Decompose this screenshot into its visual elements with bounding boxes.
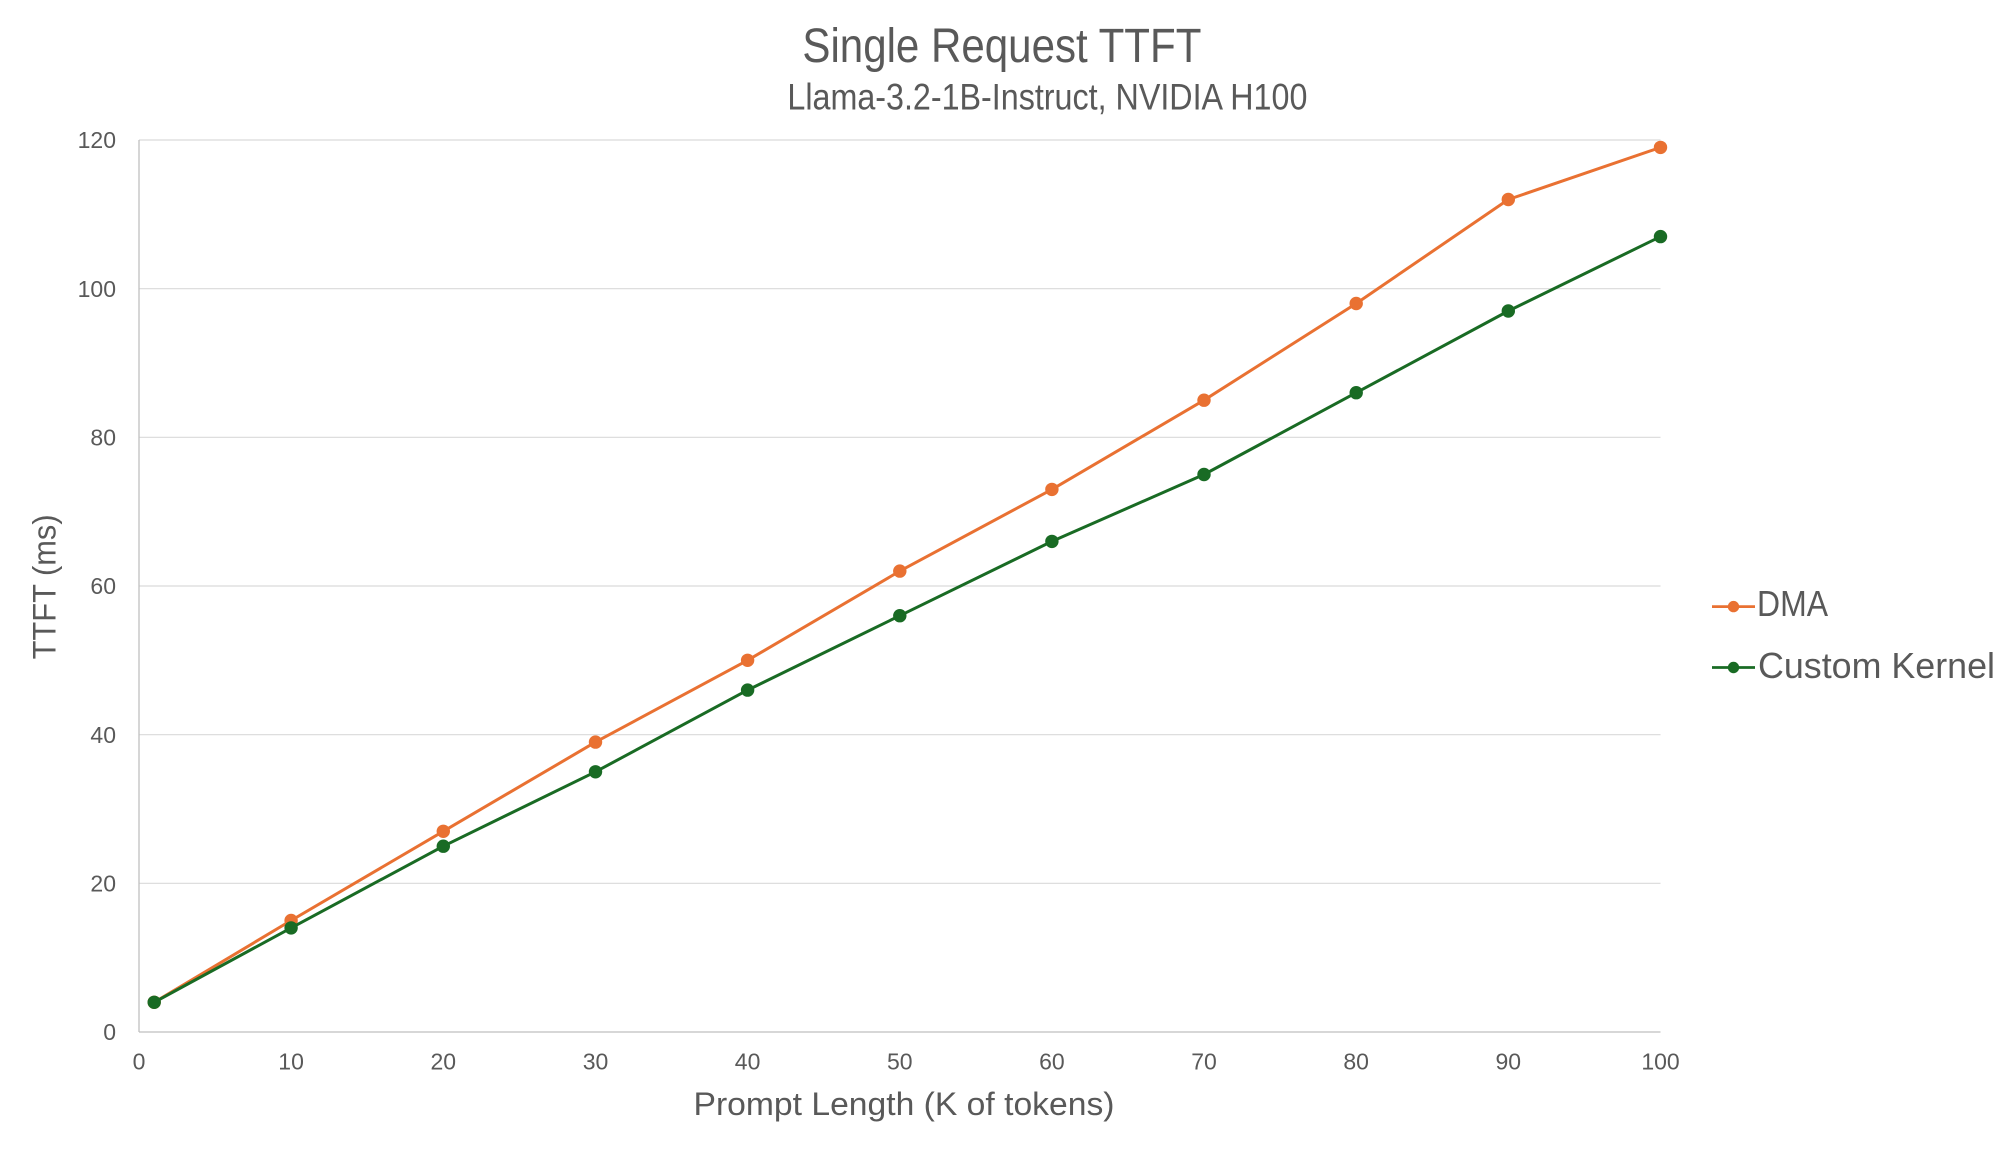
svg-text:20: 20 — [431, 1049, 457, 1075]
svg-text:30: 30 — [583, 1049, 609, 1075]
svg-text:120: 120 — [78, 127, 116, 153]
svg-text:0: 0 — [133, 1049, 146, 1075]
svg-text:60: 60 — [90, 573, 116, 599]
svg-text:60: 60 — [1039, 1049, 1065, 1075]
svg-text:70: 70 — [1191, 1049, 1217, 1075]
svg-text:Custom Kernel: Custom Kernel — [1758, 645, 1995, 686]
svg-text:40: 40 — [90, 722, 116, 748]
svg-text:10: 10 — [278, 1049, 304, 1075]
svg-text:0: 0 — [103, 1019, 116, 1045]
svg-text:40: 40 — [735, 1049, 761, 1075]
svg-text:50: 50 — [887, 1049, 913, 1075]
svg-text:100: 100 — [78, 276, 116, 302]
svg-text:DMA: DMA — [1757, 583, 1828, 624]
svg-text:20: 20 — [90, 871, 116, 897]
svg-text:80: 80 — [90, 425, 116, 451]
svg-text:Single Request TTFT: Single Request TTFT — [802, 20, 1201, 73]
svg-text:90: 90 — [1496, 1049, 1522, 1075]
svg-text:Llama-3.2-1B-Instruct, NVIDIA: Llama-3.2-1B-Instruct, NVIDIA H100 — [787, 77, 1307, 118]
svg-text:TTFT (ms): TTFT (ms) — [26, 514, 62, 659]
svg-text:80: 80 — [1343, 1049, 1369, 1075]
svg-text:Prompt Length (K of tokens): Prompt Length (K of tokens) — [694, 1086, 1115, 1122]
svg-text:100: 100 — [1641, 1049, 1679, 1075]
